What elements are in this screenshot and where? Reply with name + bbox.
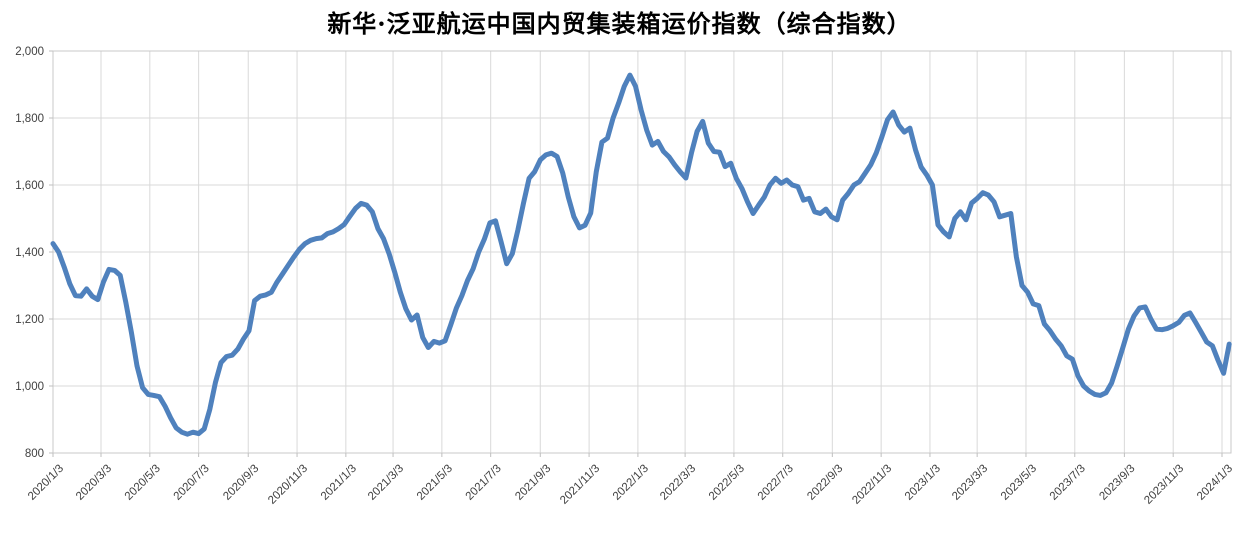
y-tick-label: 1,600 [15, 180, 44, 192]
x-tick-label: 2022/11/3 [850, 463, 894, 507]
x-tick-label: 2021/3/3 [366, 463, 406, 503]
x-tick-label: 2023/11/3 [1142, 463, 1186, 507]
x-tick-label: 2021/1/3 [319, 463, 359, 503]
x-tick-label: 2022/7/3 [756, 463, 796, 503]
x-tick-label: 2020/9/3 [221, 463, 261, 503]
series-line [50, 72, 1232, 437]
x-axis-labels: 2020/1/3 2020/3/3 2020/5/3 2020/7/3 2020/9/3… [26, 463, 1235, 507]
chart-title: 新华·泛亚航运中国内贸集装箱运价指数（综合指数） [327, 9, 912, 38]
x-tick-label: 2020/1/3 [26, 463, 66, 503]
index-series-polyline [50, 72, 1232, 437]
y-tick-label: 2,000 [15, 46, 44, 58]
axis-ticks [49, 50, 1223, 457]
y-tick-label: 1,200 [15, 314, 44, 326]
x-tick-label: 2023/9/3 [1097, 463, 1137, 503]
y-tick-label: 1,400 [15, 247, 44, 259]
x-tick-label: 2023/3/3 [950, 463, 990, 503]
x-tick-label: 2022/3/3 [658, 463, 698, 503]
x-tick-label: 2022/9/3 [805, 463, 845, 503]
x-tick-label: 2022/5/3 [707, 463, 747, 503]
x-tick-label: 2022/1/3 [611, 463, 651, 503]
x-tick-label: 2020/7/3 [172, 463, 212, 503]
y-axis-labels: 800 1,000 1,200 1,400 1,600 1,800 2,000 [15, 46, 44, 460]
x-tick-label: 2023/1/3 [903, 463, 943, 503]
x-tick-label: 2021/5/3 [415, 463, 455, 503]
x-tick-label: 2024/1/3 [1195, 463, 1235, 503]
x-tick-label: 2021/11/3 [558, 463, 602, 507]
y-tick-label: 800 [25, 448, 44, 460]
x-tick-label: 2020/5/3 [123, 463, 163, 503]
x-tick-label: 2023/7/3 [1048, 463, 1088, 503]
x-tick-label: 2020/11/3 [266, 463, 310, 507]
y-tick-label: 1,000 [15, 381, 44, 393]
x-tick-label: 2020/3/3 [74, 463, 114, 503]
x-tick-label: 2023/5/3 [999, 463, 1039, 503]
x-tick-label: 2021/7/3 [464, 463, 504, 503]
y-tick-label: 1,800 [15, 113, 44, 125]
x-tick-label: 2021/9/3 [513, 463, 553, 503]
